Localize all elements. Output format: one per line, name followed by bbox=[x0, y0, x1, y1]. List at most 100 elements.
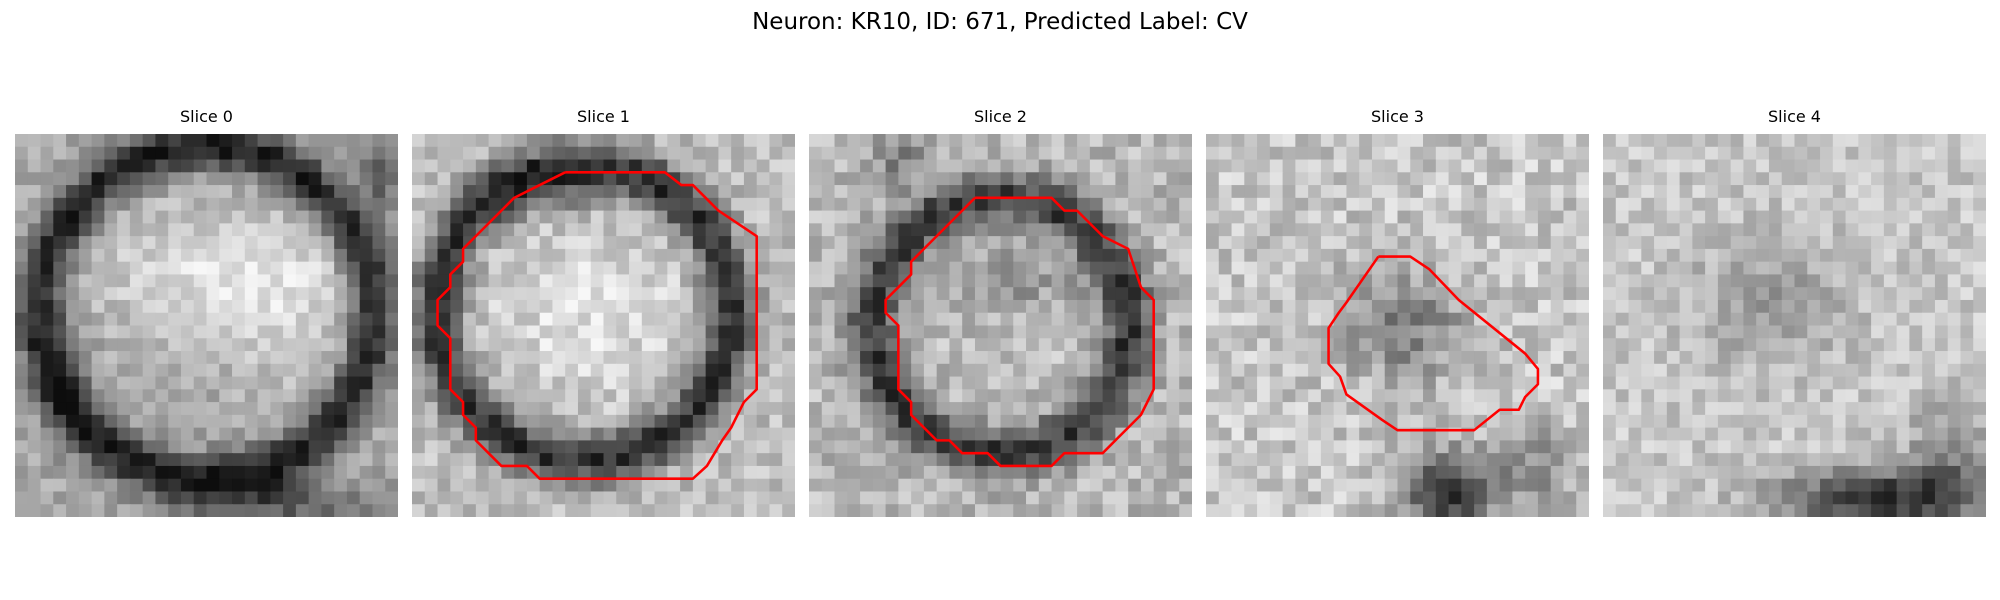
image-pixel bbox=[1960, 389, 1974, 403]
image-pixel bbox=[962, 261, 976, 276]
image-pixel bbox=[463, 427, 477, 442]
image-pixel bbox=[1115, 134, 1129, 148]
image-pixel bbox=[1013, 299, 1027, 314]
image-pixel bbox=[1140, 172, 1155, 186]
image-pixel bbox=[667, 338, 681, 352]
image-pixel bbox=[1153, 376, 1168, 390]
image-pixel bbox=[654, 491, 668, 505]
image-pixel bbox=[206, 146, 220, 161]
image-pixel bbox=[53, 427, 67, 442]
image-pixel bbox=[974, 236, 989, 250]
image-pixel bbox=[206, 491, 220, 505]
image-pixel bbox=[270, 197, 284, 212]
image-pixel bbox=[1563, 197, 1577, 212]
image-pixel bbox=[1244, 146, 1258, 161]
image-pixel bbox=[1308, 376, 1322, 390]
image-pixel bbox=[1371, 389, 1386, 403]
image-pixel bbox=[782, 134, 795, 148]
image-pixel bbox=[1512, 351, 1526, 365]
image-pixel bbox=[1026, 274, 1040, 288]
image-pixel bbox=[1858, 274, 1872, 288]
image-pixel bbox=[1218, 465, 1233, 480]
image-pixel bbox=[40, 287, 54, 301]
image-pixel bbox=[295, 248, 310, 263]
image-pixel bbox=[577, 274, 592, 288]
image-pixel bbox=[168, 287, 182, 301]
image-pixel bbox=[1692, 363, 1706, 378]
image-pixel bbox=[1960, 414, 1974, 429]
image-pixel bbox=[911, 504, 925, 517]
image-pixel bbox=[1666, 440, 1681, 454]
image-pixel bbox=[1179, 134, 1192, 148]
image-pixel bbox=[232, 248, 246, 263]
image-pixel bbox=[1308, 478, 1322, 493]
image-pixel bbox=[667, 274, 681, 288]
image-pixel bbox=[1692, 248, 1706, 263]
image-pixel bbox=[1333, 325, 1348, 339]
image-pixel bbox=[974, 363, 989, 378]
image-pixel bbox=[1128, 299, 1142, 314]
image-pixel bbox=[860, 325, 874, 339]
image-pixel bbox=[385, 363, 398, 378]
image-pixel bbox=[1295, 299, 1309, 314]
image-pixel bbox=[667, 504, 681, 517]
image-pixel bbox=[501, 363, 515, 378]
image-pixel bbox=[1871, 440, 1885, 454]
image-pixel bbox=[1794, 287, 1808, 301]
image-pixel bbox=[1064, 287, 1078, 301]
image-pixel bbox=[1435, 402, 1450, 416]
image-pixel bbox=[1282, 159, 1297, 173]
image-pixel bbox=[168, 236, 182, 250]
image-pixel bbox=[705, 465, 720, 480]
image-pixel bbox=[756, 453, 771, 467]
image-pixel bbox=[1692, 351, 1706, 365]
image-pixel bbox=[847, 491, 861, 505]
image-pixel bbox=[1756, 414, 1770, 429]
image-pixel bbox=[308, 248, 323, 263]
image-pixel bbox=[450, 146, 464, 161]
image-pixel bbox=[616, 402, 630, 416]
image-pixel bbox=[885, 427, 900, 442]
image-pixel bbox=[1794, 402, 1808, 416]
image-pixel bbox=[1051, 236, 1065, 250]
image-pixel bbox=[308, 210, 323, 225]
image-pixel bbox=[1423, 210, 1437, 225]
image-pixel bbox=[1384, 351, 1399, 365]
image-pixel bbox=[974, 312, 989, 327]
image-pixel bbox=[206, 134, 220, 148]
image-pixel bbox=[78, 197, 93, 212]
image-pixel bbox=[1615, 274, 1630, 288]
image-pixel bbox=[40, 223, 54, 237]
image-pixel bbox=[295, 134, 310, 148]
image-pixel bbox=[308, 402, 323, 416]
image-pixel bbox=[257, 363, 271, 378]
image-pixel bbox=[1973, 248, 1986, 263]
image-pixel bbox=[1153, 134, 1168, 148]
image-pixel bbox=[1807, 351, 1821, 365]
image-pixel bbox=[1320, 440, 1335, 454]
image-pixel bbox=[346, 236, 361, 250]
image-pixel bbox=[155, 274, 169, 288]
image-pixel bbox=[911, 223, 925, 237]
image-pixel bbox=[1397, 159, 1411, 173]
image-pixel bbox=[1051, 261, 1065, 276]
image-pixel bbox=[654, 146, 668, 161]
image-pixel bbox=[590, 210, 605, 225]
image-pixel bbox=[334, 402, 348, 416]
image-pixel bbox=[1089, 197, 1104, 212]
image-pixel bbox=[66, 402, 80, 416]
image-pixel bbox=[91, 491, 106, 505]
image-pixel bbox=[232, 210, 246, 225]
image-pixel bbox=[1295, 325, 1309, 339]
image-pixel bbox=[1730, 223, 1745, 237]
image-pixel bbox=[756, 248, 771, 263]
image-pixel bbox=[654, 312, 668, 327]
image-pixel bbox=[987, 248, 1002, 263]
image-pixel bbox=[1435, 172, 1450, 186]
image-pixel bbox=[743, 376, 758, 390]
image-pixel bbox=[1603, 236, 1617, 250]
image-pixel bbox=[1026, 465, 1040, 480]
image-pixel bbox=[463, 172, 477, 186]
image-pixel bbox=[756, 389, 771, 403]
image-pixel bbox=[667, 325, 681, 339]
